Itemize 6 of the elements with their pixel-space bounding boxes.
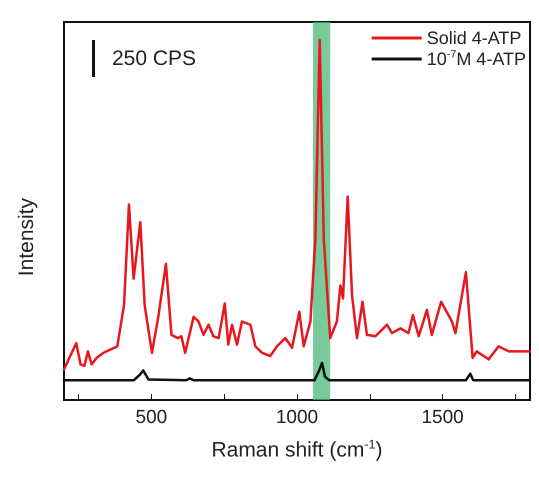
y-axis-title: Intensity — [15, 198, 38, 276]
x-tick-label: 1500 — [421, 407, 464, 428]
legend-label: Solid 4-ATP — [426, 28, 522, 48]
x-tick-label: 1000 — [276, 407, 318, 428]
annotation: 250 CPS — [112, 47, 196, 70]
x-tick-label: 500 — [136, 407, 168, 428]
